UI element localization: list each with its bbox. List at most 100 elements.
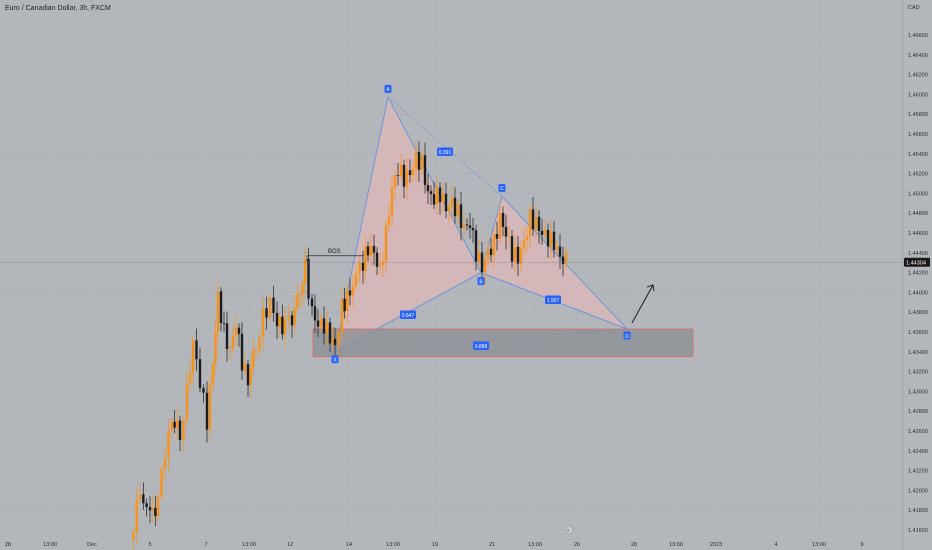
- candle-body: [459, 204, 463, 229]
- price-tick: 1.41600: [908, 528, 928, 534]
- price-tick: 1.44600: [908, 231, 928, 237]
- candle-body: [145, 503, 148, 507]
- candle-body: [310, 298, 314, 307]
- candle-body: [287, 315, 290, 320]
- candle-body: [343, 298, 346, 312]
- price-tick: 1.43000: [908, 389, 928, 395]
- candle-body: [465, 224, 469, 226]
- candle-body: [202, 388, 205, 393]
- price-tick: 1.43400: [908, 350, 928, 356]
- bos-marker: BOS: [306, 249, 364, 262]
- candle-body: [156, 496, 160, 517]
- ratio-label: 0.647: [402, 313, 415, 319]
- ratio-badge: [437, 147, 453, 156]
- candle-body: [378, 264, 382, 267]
- candle-body: [138, 494, 142, 500]
- time-tick: 19: [432, 542, 438, 548]
- candle-body: [453, 197, 457, 217]
- ratio-label: 1.957: [547, 298, 560, 304]
- time-tick: 7: [204, 542, 207, 548]
- candle-body: [372, 245, 376, 253]
- candle-body: [160, 469, 163, 497]
- candle-body: [240, 333, 244, 371]
- candle-body: [507, 236, 511, 237]
- candle-body: [399, 164, 403, 176]
- price-axis[interactable]: CAD 1.46600 1.46400 1.46200 1.46000 1.45800 1…: [908, 5, 928, 534]
- price-tick: 1.41800: [908, 508, 928, 514]
- candle-body: [214, 331, 217, 365]
- price-tick: 1.42200: [908, 469, 928, 475]
- candle-body: [375, 252, 379, 267]
- candle-body: [211, 364, 215, 385]
- candle-body: [486, 248, 490, 260]
- svg-text:»: »: [567, 528, 570, 534]
- time-tick: 4: [774, 542, 777, 548]
- candle-body: [495, 234, 499, 239]
- candle-body: [219, 291, 223, 324]
- time-tick: 13:00: [812, 542, 826, 548]
- candle-body: [534, 216, 538, 230]
- candle-body: [450, 197, 454, 207]
- candle-body: [254, 349, 258, 351]
- current-price-badge: 1.44304: [904, 257, 930, 267]
- candle-body: [426, 184, 430, 192]
- candle-body: [543, 229, 547, 235]
- candle-body: [498, 213, 502, 239]
- go-to-realtime-icon[interactable]: »: [564, 525, 574, 535]
- candle-body: [552, 231, 556, 250]
- time-tick: 9: [860, 542, 863, 548]
- candle-body: [170, 421, 174, 431]
- candle-body: [408, 170, 412, 176]
- ratio-label: 0.391: [439, 150, 452, 156]
- candle-body: [278, 316, 281, 327]
- candle-body: [222, 323, 226, 324]
- candle-body: [252, 350, 255, 369]
- time-tick: 13:00: [669, 542, 683, 548]
- price-tick: 1.43200: [908, 370, 928, 376]
- price-axis-unit: CAD: [908, 5, 920, 11]
- pattern-point-label: B: [479, 279, 483, 285]
- time-tick: Dec: [87, 542, 97, 548]
- candle-body: [178, 420, 182, 440]
- candle-body: [268, 297, 272, 318]
- price-tick: 1.45000: [908, 191, 928, 197]
- time-tick: 2023: [710, 542, 722, 548]
- pattern-point-label: X: [333, 358, 337, 364]
- time-tick: 13:00: [43, 542, 57, 548]
- candle-body: [405, 170, 409, 187]
- time-tick: 26: [574, 542, 580, 548]
- candle-body: [191, 340, 195, 373]
- candle-body: [319, 318, 323, 327]
- candle-body: [173, 421, 176, 428]
- time-tick: 12: [287, 542, 293, 548]
- candle-body: [272, 297, 275, 313]
- candle-body: [438, 187, 442, 203]
- bos-label: BOS: [328, 249, 341, 255]
- candle-body: [531, 209, 535, 230]
- candle-body: [167, 430, 170, 459]
- price-tick: 1.45200: [908, 172, 928, 178]
- price-tick: 1.46600: [908, 33, 928, 39]
- candle-body: [296, 294, 299, 308]
- price-tick: 1.45400: [908, 152, 928, 158]
- candle-body: [216, 291, 220, 332]
- candle-body: [337, 332, 340, 346]
- price-tick: 1.44200: [908, 271, 928, 277]
- candle-body: [301, 284, 304, 295]
- candle-body: [483, 259, 487, 273]
- time-axis[interactable]: 28 13:00 Dec 5 7 13:00 12 14 13:00 19 21 13:00 26 28 1…: [5, 542, 864, 548]
- ratio-badge: [473, 341, 489, 350]
- candle-body: [346, 290, 349, 312]
- price-tick: 1.42000: [908, 488, 928, 494]
- candle-body: [447, 206, 451, 212]
- time-tick: 21: [489, 542, 495, 548]
- candle-body: [234, 327, 238, 337]
- candle-body: [303, 258, 307, 285]
- candle-body: [510, 236, 514, 262]
- candle-body: [132, 532, 135, 540]
- arrow-line: [631, 284, 654, 324]
- candle-body: [275, 312, 279, 327]
- ratio-badge: [400, 310, 416, 319]
- price-tick: 1.46400: [908, 53, 928, 59]
